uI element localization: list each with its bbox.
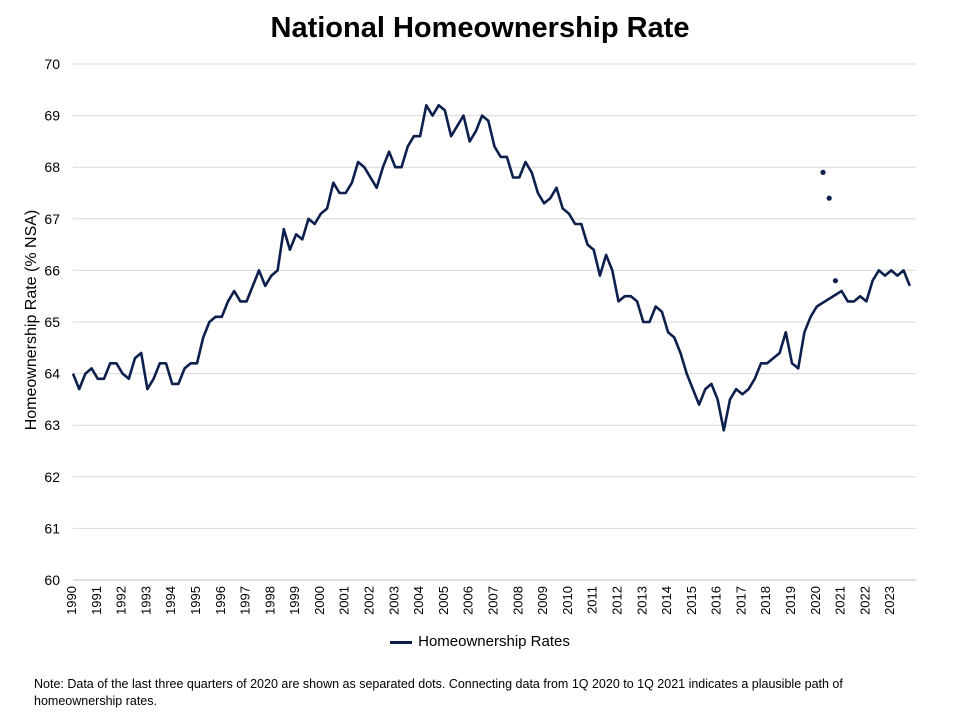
- x-tick-label: 2019: [783, 586, 798, 615]
- x-tick-labels: 1990 1991 1992 1993 1994 1995 1996 1997 1998 1999…: [64, 586, 897, 615]
- x-tick-label: 2018: [758, 586, 773, 615]
- x-tick-label: 2016: [709, 586, 724, 615]
- x-tick-label: 1995: [188, 586, 203, 615]
- x-tick-label: 1994: [163, 586, 178, 615]
- x-tick-label: 1997: [238, 586, 253, 615]
- separated-dot-point: [826, 195, 832, 201]
- x-tick-label: 2000: [312, 586, 327, 615]
- x-tick-label: 1992: [114, 586, 129, 615]
- x-tick-label: 2007: [486, 586, 501, 615]
- y-tick-label: 65: [44, 314, 60, 330]
- x-tick-label: 2013: [634, 586, 649, 615]
- x-tick-label: 2002: [362, 586, 377, 615]
- x-tick-label: 2021: [833, 586, 848, 615]
- y-tick-label: 67: [44, 211, 60, 227]
- x-tick-label: 2017: [733, 586, 748, 615]
- x-tick-label: 2010: [560, 586, 575, 615]
- x-tick-label: 2004: [411, 586, 426, 615]
- y-tick-label: 61: [44, 520, 60, 536]
- legend: Homeownership Rates: [0, 633, 960, 650]
- legend-swatch: [390, 640, 413, 644]
- y-axis-label: Homeownership Rate (% NSA): [23, 209, 40, 431]
- x-tick-label: 2005: [436, 586, 451, 615]
- y-tick-label: 69: [44, 108, 60, 124]
- x-tick-label: 1991: [89, 586, 104, 615]
- series-line-homeownership-rates: [71, 104, 912, 432]
- y-tick-label: 63: [44, 417, 60, 433]
- separated-dot-point: [832, 278, 839, 284]
- x-tick-label: 2020: [808, 586, 823, 615]
- x-tick-label: 2008: [510, 586, 525, 615]
- x-tick-label: 2022: [857, 586, 872, 615]
- y-tick-label: 70: [44, 56, 60, 72]
- y-tick-label: 66: [44, 262, 60, 278]
- x-tick-label: 1996: [213, 586, 228, 615]
- x-tick-label: 2011: [585, 586, 600, 614]
- x-tick-label: 2006: [461, 586, 476, 615]
- y-tick-label: 68: [44, 159, 60, 175]
- x-tick-label: 1999: [287, 586, 302, 615]
- x-tick-label: 2023: [882, 586, 897, 615]
- x-tick-label: 1990: [64, 586, 79, 615]
- footnote: Note: Data of the last three quarters of…: [34, 677, 843, 708]
- x-tick-label: 2015: [684, 586, 699, 615]
- separated-dot-point: [820, 169, 826, 175]
- x-tick-label: 1993: [138, 586, 153, 615]
- y-tick-label: 62: [44, 469, 60, 485]
- x-tick-label: 2009: [535, 586, 550, 615]
- x-tick-label: 2012: [609, 586, 624, 615]
- separated-dots: [820, 169, 839, 284]
- series-layer: [71, 104, 912, 432]
- x-tick-label: 2001: [337, 586, 352, 615]
- grid-lines: [73, 63, 916, 529]
- y-tick-label: 60: [44, 572, 60, 588]
- y-tick-labels: 60 61 62 63 64 65 66 67 68 69 70: [44, 56, 60, 588]
- x-tick-label: 1998: [262, 586, 277, 615]
- x-tick-label: 2003: [386, 586, 401, 615]
- y-tick-label: 64: [44, 366, 60, 382]
- legend-label: Homeownership Rates: [418, 633, 570, 650]
- chart-title: National Homeownership Rate: [270, 12, 690, 44]
- x-tick-label: 2014: [659, 586, 674, 615]
